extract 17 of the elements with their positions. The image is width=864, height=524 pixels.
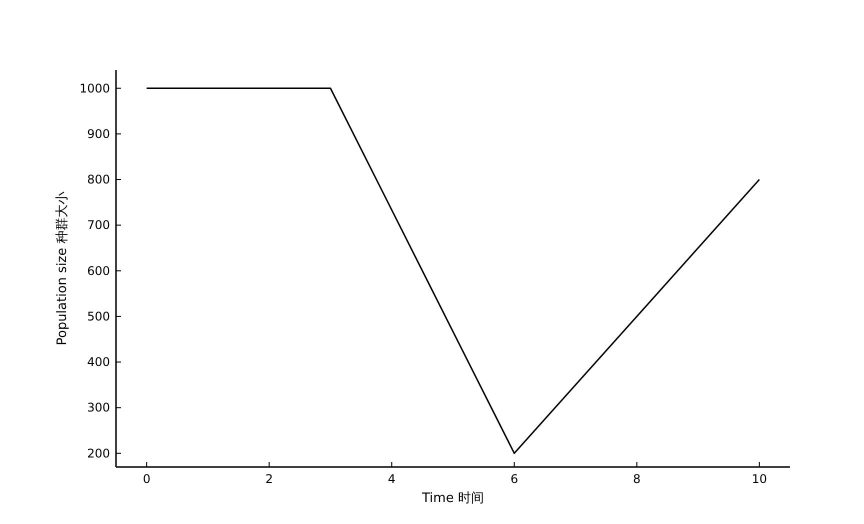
y-tick-label: 1000	[79, 81, 110, 96]
x-tick-label: 10	[752, 472, 768, 486]
y-tick-label: 800	[87, 172, 110, 187]
x-axis-title: Time 时间	[421, 491, 484, 506]
x-tick-label: 4	[388, 472, 396, 486]
x-tick-label: 6	[510, 472, 518, 486]
y-tick-label: 500	[87, 309, 110, 324]
y-tick-label: 300	[87, 400, 110, 415]
y-axis-title: Population size 种群大小	[55, 192, 70, 346]
y-tick-label: 900	[87, 126, 110, 141]
x-tick-label: 0	[142, 472, 150, 486]
y-tick-label: 200	[87, 446, 110, 460]
y-tick-label: 400	[87, 355, 110, 370]
x-tick-label: 8	[633, 472, 641, 486]
y-tick-label: 600	[87, 264, 110, 278]
x-tick-label: 2	[265, 472, 273, 486]
y-tick-label: 700	[87, 218, 110, 232]
